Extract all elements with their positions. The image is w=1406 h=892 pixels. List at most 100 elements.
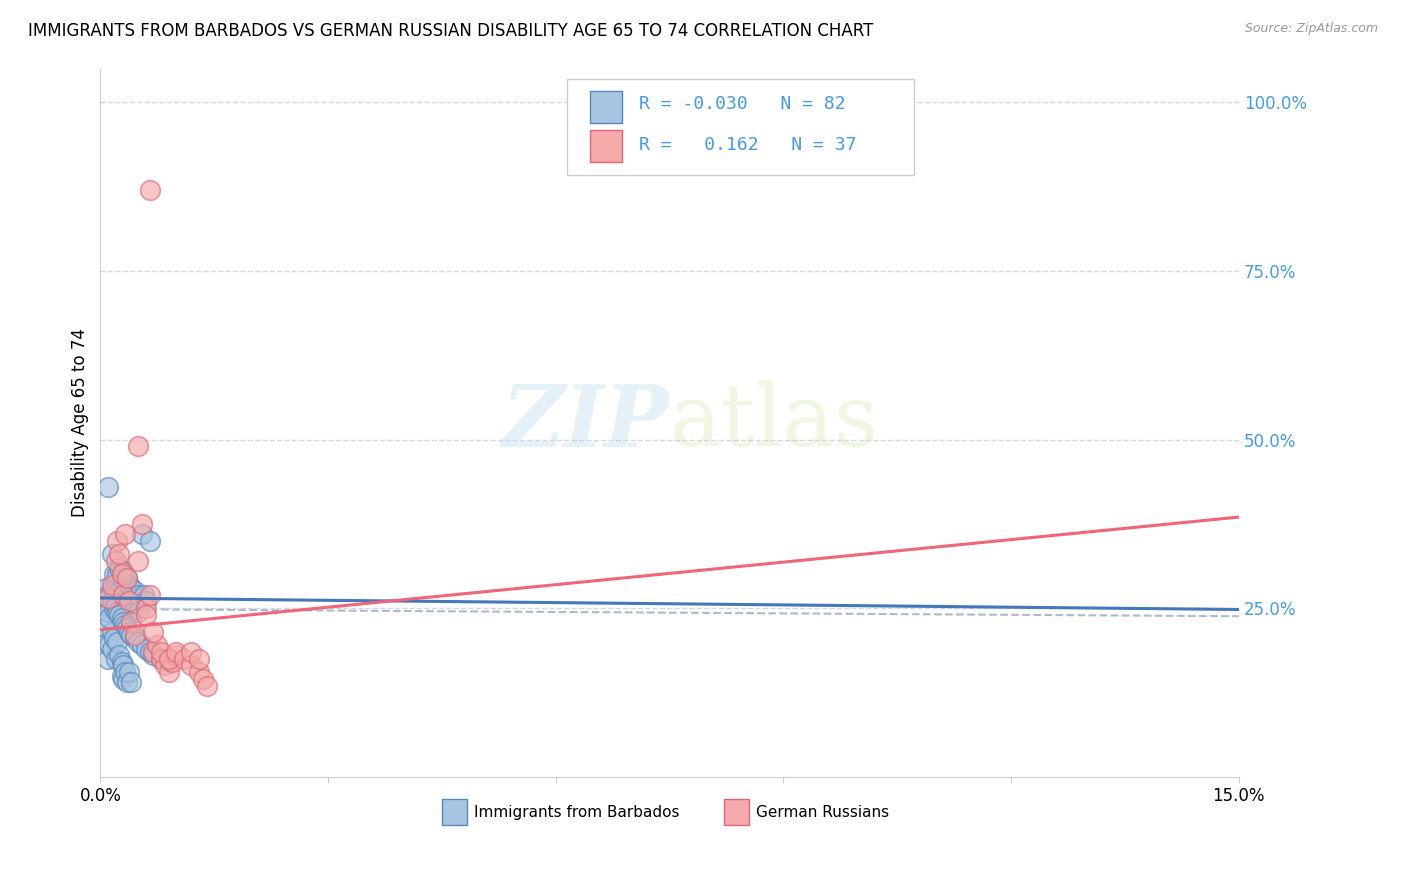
Point (112, 672, 135, 686)
Point (103, 601, 125, 615)
Text: atlas: atlas (669, 381, 879, 464)
Point (157, 665, 180, 680)
FancyBboxPatch shape (567, 79, 914, 175)
Point (135, 641, 157, 656)
Point (114, 598, 136, 612)
Point (131, 516, 153, 531)
Text: Source: ZipAtlas.com: Source: ZipAtlas.com (1244, 22, 1378, 36)
Point (110, 611, 132, 625)
Point (115, 571, 138, 585)
Point (118, 577, 141, 591)
Point (97, 588, 120, 602)
Point (112, 615, 135, 629)
Point (105, 567, 128, 582)
Point (120, 675, 142, 690)
Point (127, 554, 149, 568)
Bar (591, 91, 621, 122)
Point (125, 591, 148, 605)
Point (138, 588, 160, 602)
Point (142, 645, 165, 659)
Point (138, 645, 160, 659)
Point (108, 584, 131, 599)
Text: ZIP: ZIP (502, 381, 669, 465)
Point (98, 611, 121, 625)
Point (120, 581, 142, 595)
Point (124, 584, 146, 599)
Point (97, 480, 120, 494)
Point (97, 651, 120, 665)
Point (127, 588, 149, 602)
Point (108, 560, 131, 574)
Point (104, 651, 127, 665)
Point (100, 624, 122, 639)
Point (131, 527, 153, 541)
Point (127, 605, 149, 619)
Point (124, 632, 146, 646)
Point (115, 675, 138, 690)
Point (118, 665, 141, 680)
Point (110, 567, 132, 582)
Point (150, 651, 173, 665)
Point (165, 648, 187, 663)
Point (135, 601, 157, 615)
Point (173, 651, 195, 665)
Point (153, 658, 176, 673)
Bar (441, 799, 467, 825)
Point (105, 533, 128, 548)
Point (108, 605, 131, 619)
Point (112, 588, 135, 602)
Point (150, 645, 173, 659)
Point (97, 591, 120, 605)
Point (138, 533, 160, 548)
Point (112, 658, 135, 673)
Point (115, 594, 138, 608)
Point (112, 564, 135, 578)
Point (115, 621, 138, 635)
Point (100, 547, 122, 561)
Point (127, 635, 149, 649)
Point (105, 635, 128, 649)
Point (112, 605, 135, 619)
Point (100, 641, 122, 656)
Point (118, 598, 141, 612)
Point (124, 628, 146, 642)
Point (121, 588, 143, 602)
Point (97, 635, 120, 649)
Point (100, 594, 122, 608)
Point (188, 665, 211, 680)
Point (105, 605, 128, 619)
Point (108, 547, 131, 561)
Point (110, 655, 132, 669)
Point (104, 598, 127, 612)
Point (135, 594, 157, 608)
Point (108, 648, 131, 663)
Point (110, 611, 132, 625)
Point (104, 607, 127, 622)
Point (108, 607, 131, 622)
Point (110, 571, 132, 585)
Point (138, 183, 160, 197)
Point (114, 665, 136, 680)
Point (114, 618, 136, 632)
Point (191, 672, 214, 686)
Point (120, 615, 142, 629)
Text: Immigrants from Barbados: Immigrants from Barbados (474, 805, 679, 820)
Point (188, 651, 211, 665)
Point (180, 645, 202, 659)
Point (110, 668, 132, 682)
Text: R = -0.030   N = 82: R = -0.030 N = 82 (638, 95, 845, 113)
Point (97, 605, 120, 619)
Point (150, 651, 173, 665)
Point (98, 601, 121, 615)
Point (162, 655, 184, 669)
Point (118, 624, 141, 639)
Point (134, 588, 156, 602)
Point (96, 621, 118, 635)
Text: R =   0.162   N = 37: R = 0.162 N = 37 (638, 136, 856, 153)
Point (142, 624, 165, 639)
Point (100, 577, 122, 591)
Point (124, 601, 146, 615)
Point (135, 607, 157, 622)
Point (115, 571, 138, 585)
Point (100, 581, 122, 595)
